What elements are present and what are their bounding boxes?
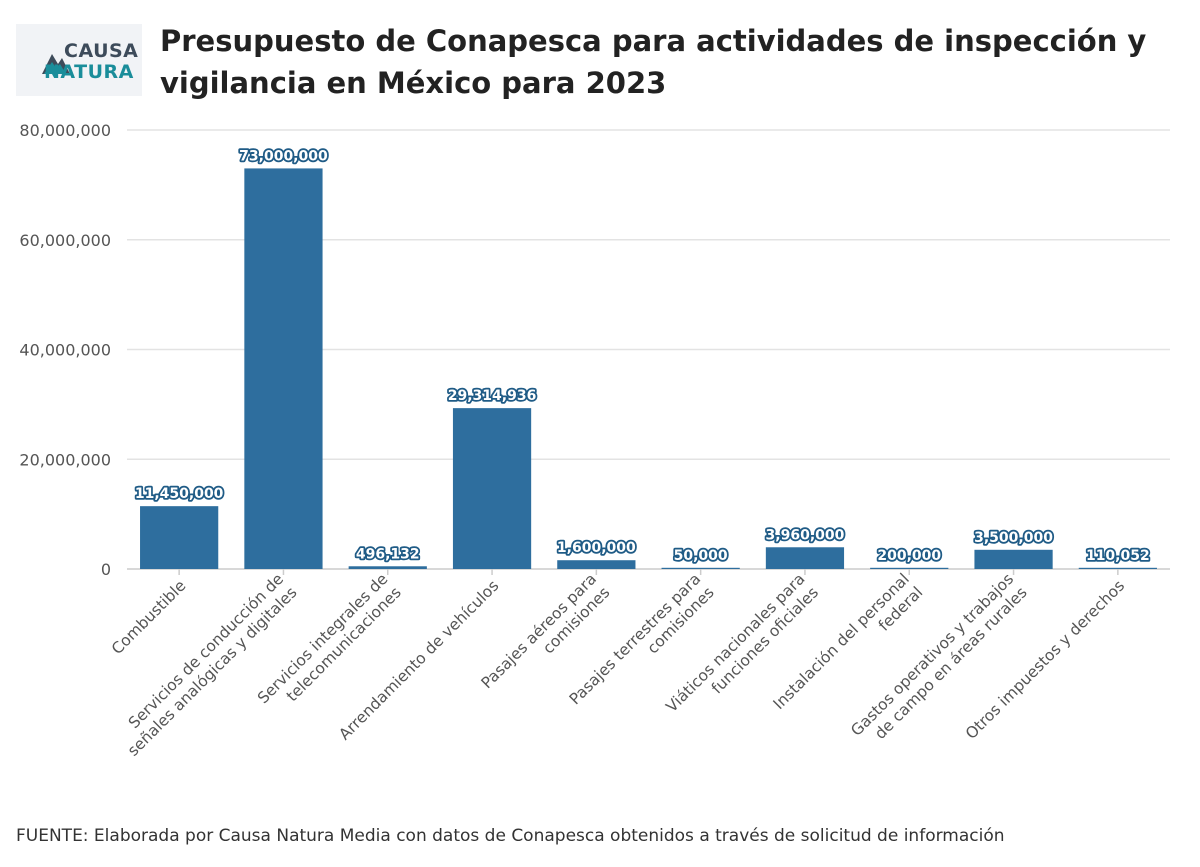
bar [974,549,1053,569]
y-tick-label: 20,000,000 [19,450,111,469]
bar [140,506,219,569]
source-note: FUENTE: Elaborada por Causa Natura Media… [16,826,1005,846]
data-label: 73,000,000 [239,148,328,164]
data-label: 3,960,000 [766,527,845,543]
y-tick-label: 80,000,000 [19,121,111,140]
y-tick-label: 0 [101,560,111,579]
data-label: 11,450,000 [135,486,224,502]
logo-text-natura: NATURA [44,61,134,83]
bar [870,567,949,569]
y-tick-label: 60,000,000 [19,231,111,250]
mountain-icon [42,54,70,74]
data-label: 50,000 [674,548,728,564]
bar [348,566,427,569]
data-label: 29,314,936 [448,388,537,404]
y-axis-ticks: 0 20,000,000 40,000,000 60,000,000 80,000,00… [19,121,111,579]
data-label: 3,500,000 [974,530,1053,546]
bar [765,547,845,569]
bar [244,168,323,569]
x-category-label: Servicios de conducción deseñales analóg… [111,570,301,760]
data-label: 496,132 [356,546,420,562]
data-labels: 11,450,000 73,000,000 496,132 29,314,936 1,6… [133,147,1151,566]
x-category-label: Combustible [108,577,189,658]
data-label: 200,000 [877,548,941,564]
data-label: 1,600,000 [557,540,636,556]
chart-title: Presupuesto de Conapesca para actividade… [160,24,1147,100]
bar [1078,567,1157,569]
bar [557,560,636,569]
data-label: 110,052 [1086,548,1150,564]
bar-chart: 0 20,000,000 40,000,000 60,000,000 80,000,00… [19,121,1170,760]
causa-natura-logo: CAUSA NATURA [16,24,142,96]
logo-text-causa: CAUSA [64,40,139,62]
bar [452,408,532,569]
bar [661,567,740,569]
bars [140,168,1157,569]
y-tick-label: 40,000,000 [19,341,111,360]
